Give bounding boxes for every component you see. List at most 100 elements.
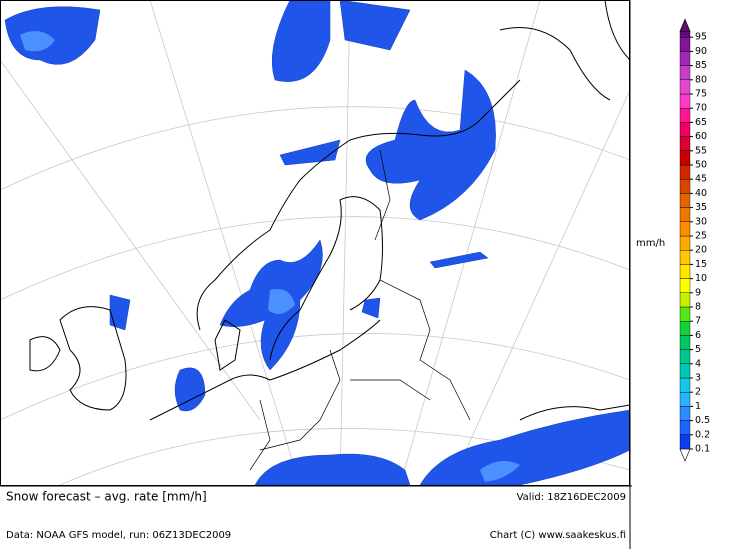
colorbar-segment — [679, 193, 691, 208]
colorbar-segment — [679, 207, 691, 223]
colorbar-label: 0.2 — [695, 429, 710, 440]
colorbar-segment — [679, 420, 691, 436]
coastline — [149, 319, 381, 421]
colorbar-label: 45 — [695, 174, 707, 185]
colorbar-segment — [679, 434, 691, 450]
credit: Chart (C) www.saakeskus.fi — [490, 530, 626, 541]
colorbar-end — [679, 18, 691, 32]
colorbar-label: 1 — [695, 401, 701, 412]
snow-core — [268, 289, 295, 314]
colorbar-segment — [679, 65, 691, 80]
colorbar-label: 10 — [695, 273, 707, 284]
snow-areas — [4, 0, 631, 486]
graticule — [0, 0, 631, 486]
border — [374, 149, 391, 241]
colorbar-label: 20 — [695, 245, 707, 256]
colorbar-label: 55 — [695, 145, 707, 156]
colorbar-label: 0.5 — [695, 415, 710, 426]
coastline — [196, 79, 521, 331]
snow-area — [174, 367, 206, 412]
coastline — [519, 404, 631, 421]
colorbar-label: 70 — [695, 103, 707, 114]
colorbar-segment — [679, 178, 691, 194]
colorbar-label: 2 — [695, 387, 701, 398]
coastline — [59, 306, 127, 411]
colorbar-segment — [679, 306, 691, 322]
coastlines — [29, 0, 631, 421]
colorbar-label: 3 — [695, 373, 701, 384]
border — [350, 379, 431, 401]
grid-line — [0, 333, 631, 421]
colorbar-segment — [679, 292, 691, 308]
grid-line — [0, 216, 631, 301]
grid-line — [0, 106, 631, 191]
grid-line — [149, 0, 301, 486]
snow-core — [20, 31, 55, 52]
coastline — [214, 319, 241, 371]
colorbar-segment — [679, 335, 691, 350]
colorbar-label: 80 — [695, 74, 707, 85]
colorbar-segment — [679, 37, 691, 52]
colorbar-label: 90 — [695, 46, 707, 57]
border — [249, 399, 271, 471]
colorbar: mm/h 0.10.20.512345678910152025303540455… — [636, 18, 710, 462]
colorbar-label: 6 — [695, 330, 701, 341]
snow-core — [480, 461, 520, 482]
colorbar-segment — [679, 392, 691, 407]
colorbar-label: 40 — [695, 188, 707, 199]
colorbar-segment — [679, 321, 691, 336]
colorbar-segment — [679, 349, 691, 365]
colorbar-label: 8 — [695, 302, 701, 313]
valid-time: Valid: 18Z16DEC2009 — [517, 492, 626, 503]
colorbar-segment — [679, 235, 691, 251]
colorbar-segment — [679, 264, 691, 279]
colorbar-segment — [679, 31, 691, 38]
coastline — [499, 27, 611, 101]
colorbar-label: 4 — [695, 358, 701, 369]
colorbar-label: 30 — [695, 216, 707, 227]
colorbar-label: 5 — [695, 344, 701, 355]
grid-line — [339, 0, 351, 486]
snow-area — [254, 453, 411, 486]
data-source: Data: NOAA GFS model, run: 06Z13DEC2009 — [6, 530, 231, 541]
colorbar-label: 75 — [695, 89, 707, 100]
colorbar-label: 9 — [695, 287, 701, 298]
grid-line — [449, 89, 631, 486]
colorbar-segment — [679, 221, 691, 237]
colorbar-segment — [679, 150, 691, 166]
colorbar-label: 85 — [695, 60, 707, 71]
colorbar-segment — [679, 136, 691, 152]
snow-area — [419, 409, 631, 486]
colorbar-label: 35 — [695, 202, 707, 213]
colorbar-segment — [679, 363, 691, 379]
colorbar-label: 60 — [695, 131, 707, 142]
grid-line — [399, 0, 541, 486]
legend-unit: mm/h — [636, 238, 665, 249]
map-title: Snow forecast – avg. rate [mm/h] — [6, 490, 207, 504]
snow-area — [109, 294, 131, 331]
colorbar-segment — [679, 79, 691, 95]
snow-area — [365, 69, 496, 221]
border — [379, 279, 471, 421]
colorbar-segment — [679, 377, 691, 393]
snow-area — [271, 0, 331, 82]
colorbar-label: 25 — [695, 231, 707, 242]
snow-area — [339, 0, 411, 51]
grid-line — [0, 59, 261, 421]
colorbar-segment — [679, 51, 691, 66]
border — [259, 349, 341, 451]
snow-area — [361, 297, 381, 319]
colorbar-label: 7 — [695, 316, 701, 327]
colorbar-segment — [679, 93, 691, 109]
snow-area — [279, 139, 341, 166]
colorbar-segment — [679, 249, 691, 265]
snow-area — [429, 251, 489, 269]
colorbar-label: 0.1 — [695, 444, 710, 455]
colorbar-segment — [679, 278, 691, 294]
colorbar-segment — [679, 406, 691, 421]
coastline — [29, 336, 61, 372]
colorbar-label: 15 — [695, 259, 707, 270]
borders — [249, 149, 471, 471]
colorbar-segment — [679, 122, 691, 137]
